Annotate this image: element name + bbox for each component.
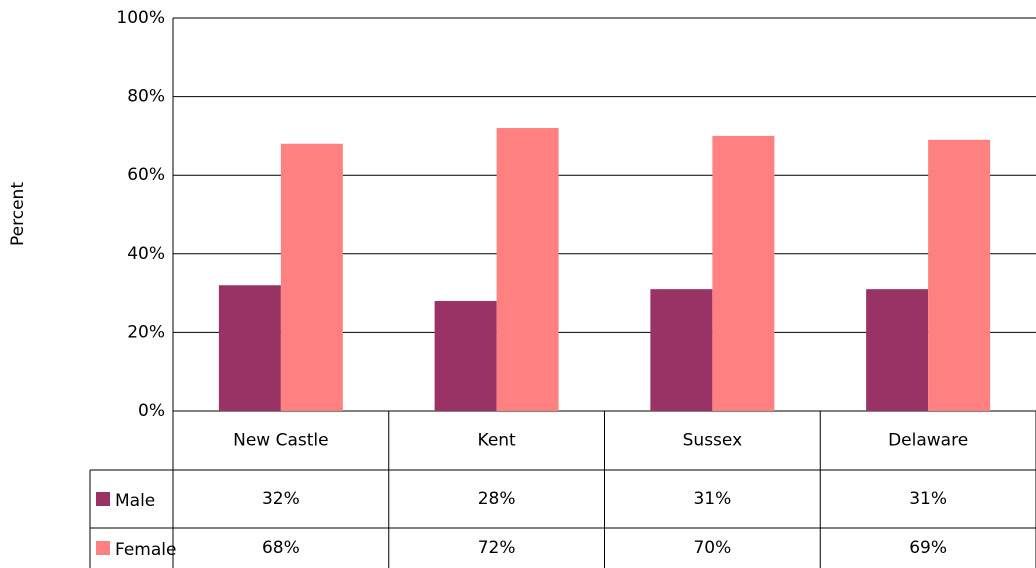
bar bbox=[218, 285, 281, 411]
legend-label: Female bbox=[115, 540, 176, 560]
bar bbox=[712, 135, 775, 411]
legend-key bbox=[96, 541, 110, 555]
table-value: 68% bbox=[262, 538, 300, 558]
y-tick-label: 60% bbox=[127, 165, 165, 185]
bar bbox=[280, 143, 343, 411]
bar bbox=[866, 289, 929, 411]
table-value: 32% bbox=[262, 489, 300, 509]
x-tick-label: Sussex bbox=[683, 431, 743, 451]
y-tick-label: 20% bbox=[127, 322, 165, 342]
x-tick-label: New Castle bbox=[233, 431, 328, 451]
bar bbox=[434, 300, 497, 411]
table-value: 28% bbox=[478, 489, 516, 509]
bar bbox=[928, 139, 991, 411]
y-tick-label: 80% bbox=[127, 87, 165, 107]
table-value: 31% bbox=[909, 489, 947, 509]
legend-key bbox=[96, 492, 110, 506]
bar bbox=[650, 289, 713, 411]
table-value: 70% bbox=[693, 538, 731, 558]
y-tick-label: 0% bbox=[138, 401, 165, 421]
legend-label: Male bbox=[115, 491, 155, 511]
x-tick-label: Kent bbox=[478, 431, 517, 451]
table-value: 72% bbox=[478, 538, 516, 558]
y-axis-label: Percent bbox=[8, 182, 28, 246]
bar bbox=[496, 128, 559, 412]
table-value: 69% bbox=[909, 538, 947, 558]
y-tick-label: 40% bbox=[127, 244, 165, 264]
x-tick-label: Delaware bbox=[888, 431, 968, 451]
table-value: 31% bbox=[693, 489, 731, 509]
y-tick-label: 100% bbox=[116, 8, 165, 28]
